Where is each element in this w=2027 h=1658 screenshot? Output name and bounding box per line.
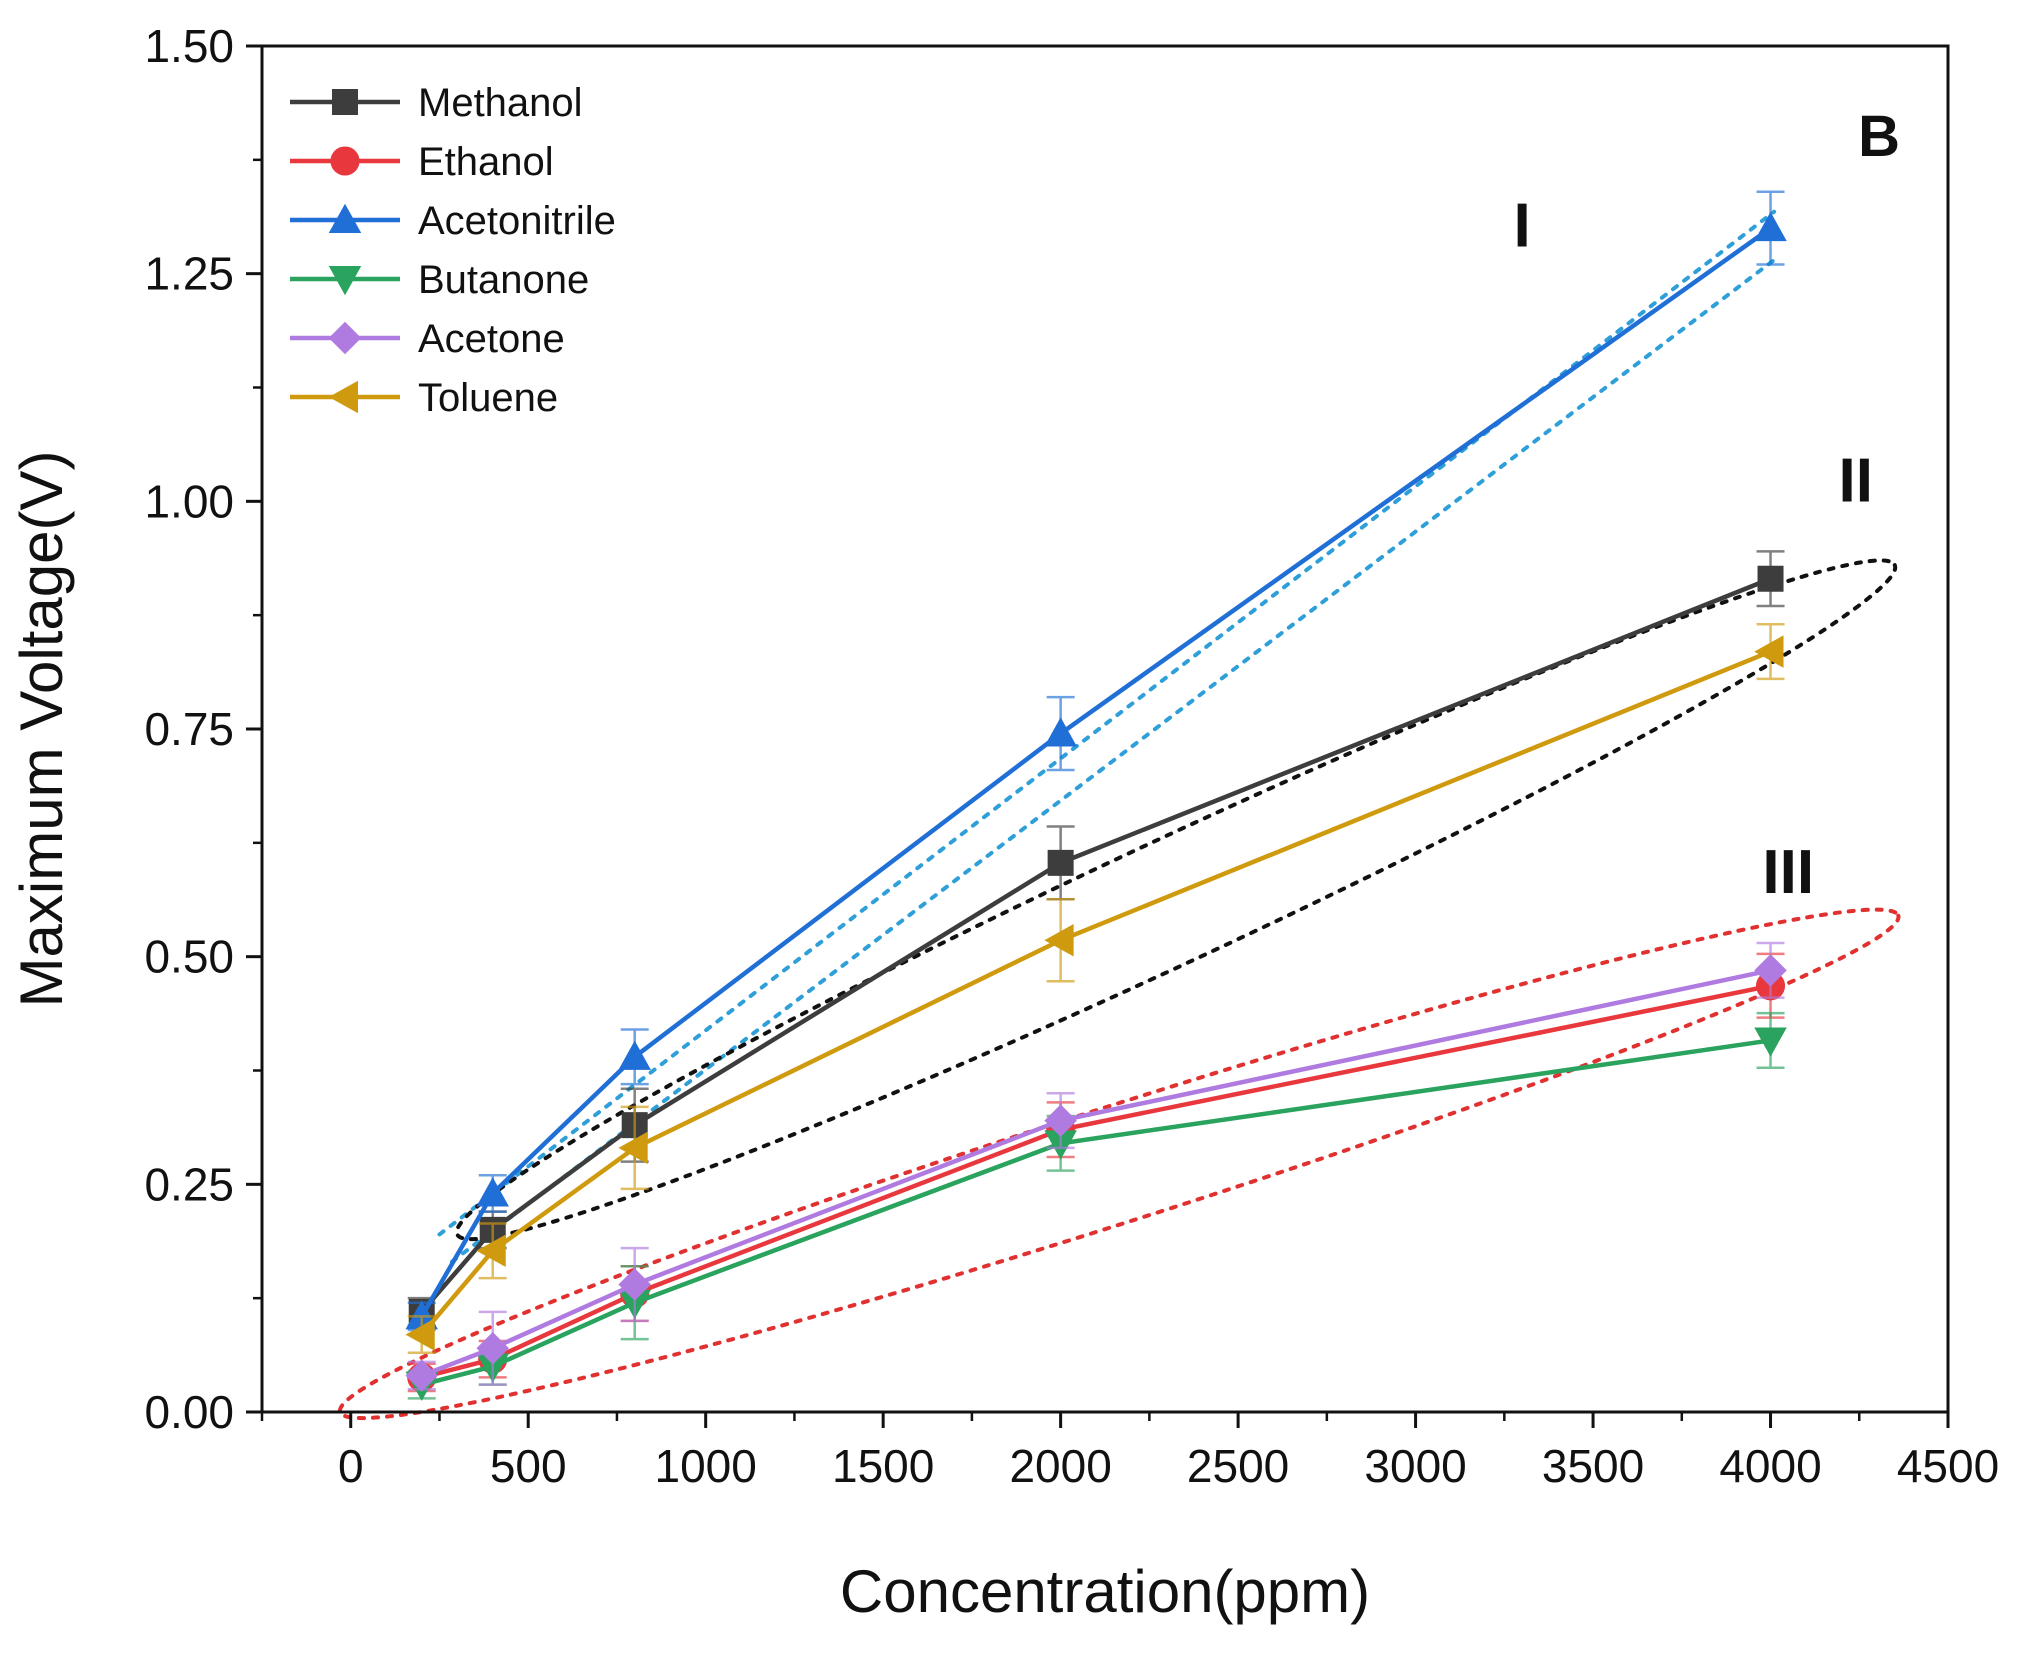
data-point-acetonitrile — [618, 1040, 651, 1070]
x-tick-label-1000: 1000 — [655, 1440, 757, 1492]
panel-label: B — [1858, 104, 1900, 169]
series-line-ethanol — [421, 983, 1771, 1380]
series-line-acetone — [420, 968, 1771, 1378]
data-point-methanol — [1757, 565, 1784, 592]
x-tick-label-4500: 4500 — [1897, 1440, 1999, 1492]
legend-label-methanol: Methanol — [418, 81, 583, 125]
legend-label-acetonitrile: Acetonitrile — [418, 199, 616, 243]
data-point-acetonitrile — [1754, 211, 1787, 242]
legend-marker-methanol — [332, 89, 358, 115]
data-point-methanol — [1047, 849, 1074, 876]
data-point-acetonitrile — [476, 1177, 509, 1207]
x-tick-label-3000: 3000 — [1364, 1440, 1466, 1492]
series-acetonitrile — [405, 190, 1787, 1332]
y-tick-label-0-75: 0.75 — [144, 703, 234, 755]
region-label-iii: III — [1762, 838, 1814, 907]
data-point-toluene — [476, 1234, 506, 1268]
legend-label-acetone: Acetone — [418, 317, 565, 361]
group-i-outline-2 — [449, 258, 1777, 1264]
x-tick-label-4000: 4000 — [1719, 1440, 1821, 1492]
series-line-butanone — [421, 1038, 1771, 1387]
data-point-acetonitrile — [1044, 717, 1077, 747]
legend-marker-butanone — [328, 266, 362, 296]
y-tick-label-0-25: 0.25 — [144, 1158, 234, 1210]
data-point-acetone — [1044, 1104, 1077, 1137]
data-point-toluene — [1754, 635, 1784, 668]
plot-frame — [260, 44, 1950, 1414]
legend-item-acetonitrile: Acetonitrile — [290, 199, 616, 243]
series-layer — [405, 190, 1787, 1401]
group-i-outline-1 — [437, 209, 1777, 1237]
data-point-butanone — [1754, 1027, 1787, 1057]
region-label-i: I — [1513, 191, 1530, 260]
x-tick-label-1500: 1500 — [832, 1440, 934, 1492]
legend-item-ethanol: Ethanol — [290, 140, 554, 184]
y-tick-label-1-00: 1.00 — [144, 475, 234, 527]
legend-label-toluene: Toluene — [418, 376, 558, 420]
data-point-toluene — [1044, 924, 1074, 957]
y-tick-label-0-00: 0.00 — [144, 1386, 234, 1438]
series-toluene — [405, 623, 1785, 1355]
legend-marker-toluene — [328, 380, 358, 414]
data-point-acetone — [618, 1268, 651, 1301]
region-label-ii: II — [1838, 446, 1872, 515]
data-point-acetone — [1754, 954, 1787, 987]
axes: 0 500 1000 1500 2000 2500 3000 3500 4000 4500 0.00… — [8, 20, 1999, 1625]
data-point-toluene — [405, 1318, 435, 1351]
legend: Methanol Ethanol Acetonitrile Butanone Aceto… — [290, 81, 616, 420]
data-point-acetone — [476, 1332, 509, 1365]
series-methanol — [407, 550, 1785, 1327]
x-tick-label-3500: 3500 — [1542, 1440, 1644, 1492]
legend-item-acetone: Acetone — [290, 317, 565, 361]
legend-marker-acetonitrile — [328, 203, 362, 233]
y-tick-label-1-50: 1.50 — [144, 20, 234, 72]
legend-label-butanone: Butanone — [418, 258, 589, 302]
y-tick-label-0-50: 0.50 — [144, 931, 234, 983]
legend-marker-ethanol — [330, 146, 360, 176]
legend-item-methanol: Methanol — [290, 81, 583, 125]
x-tick-label-0: 0 — [338, 1440, 364, 1492]
data-point-acetone — [405, 1359, 438, 1392]
series-acetone — [405, 941, 1787, 1392]
series-line-methanol — [420, 576, 1772, 1314]
x-tick-label-2500: 2500 — [1187, 1440, 1289, 1492]
y-axis-title: Maximum Voltage(V) — [8, 451, 75, 1008]
legend-item-butanone: Butanone — [290, 258, 589, 302]
legend-item-toluene: Toluene — [290, 376, 558, 420]
series-ethanol — [407, 952, 1786, 1393]
x-tick-label-2000: 2000 — [1009, 1440, 1111, 1492]
x-tick-label-500: 500 — [490, 1440, 567, 1492]
y-tick-label-1-25: 1.25 — [144, 248, 234, 300]
legend-marker-acetone — [328, 321, 362, 355]
group-iii-outline — [337, 907, 1901, 1421]
data-point-toluene — [618, 1131, 648, 1165]
series-butanone — [405, 1011, 1787, 1401]
x-axis-title: Concentration(ppm) — [840, 1558, 1370, 1625]
legend-label-ethanol: Ethanol — [418, 140, 554, 184]
group-ii-outline — [454, 558, 1898, 1242]
